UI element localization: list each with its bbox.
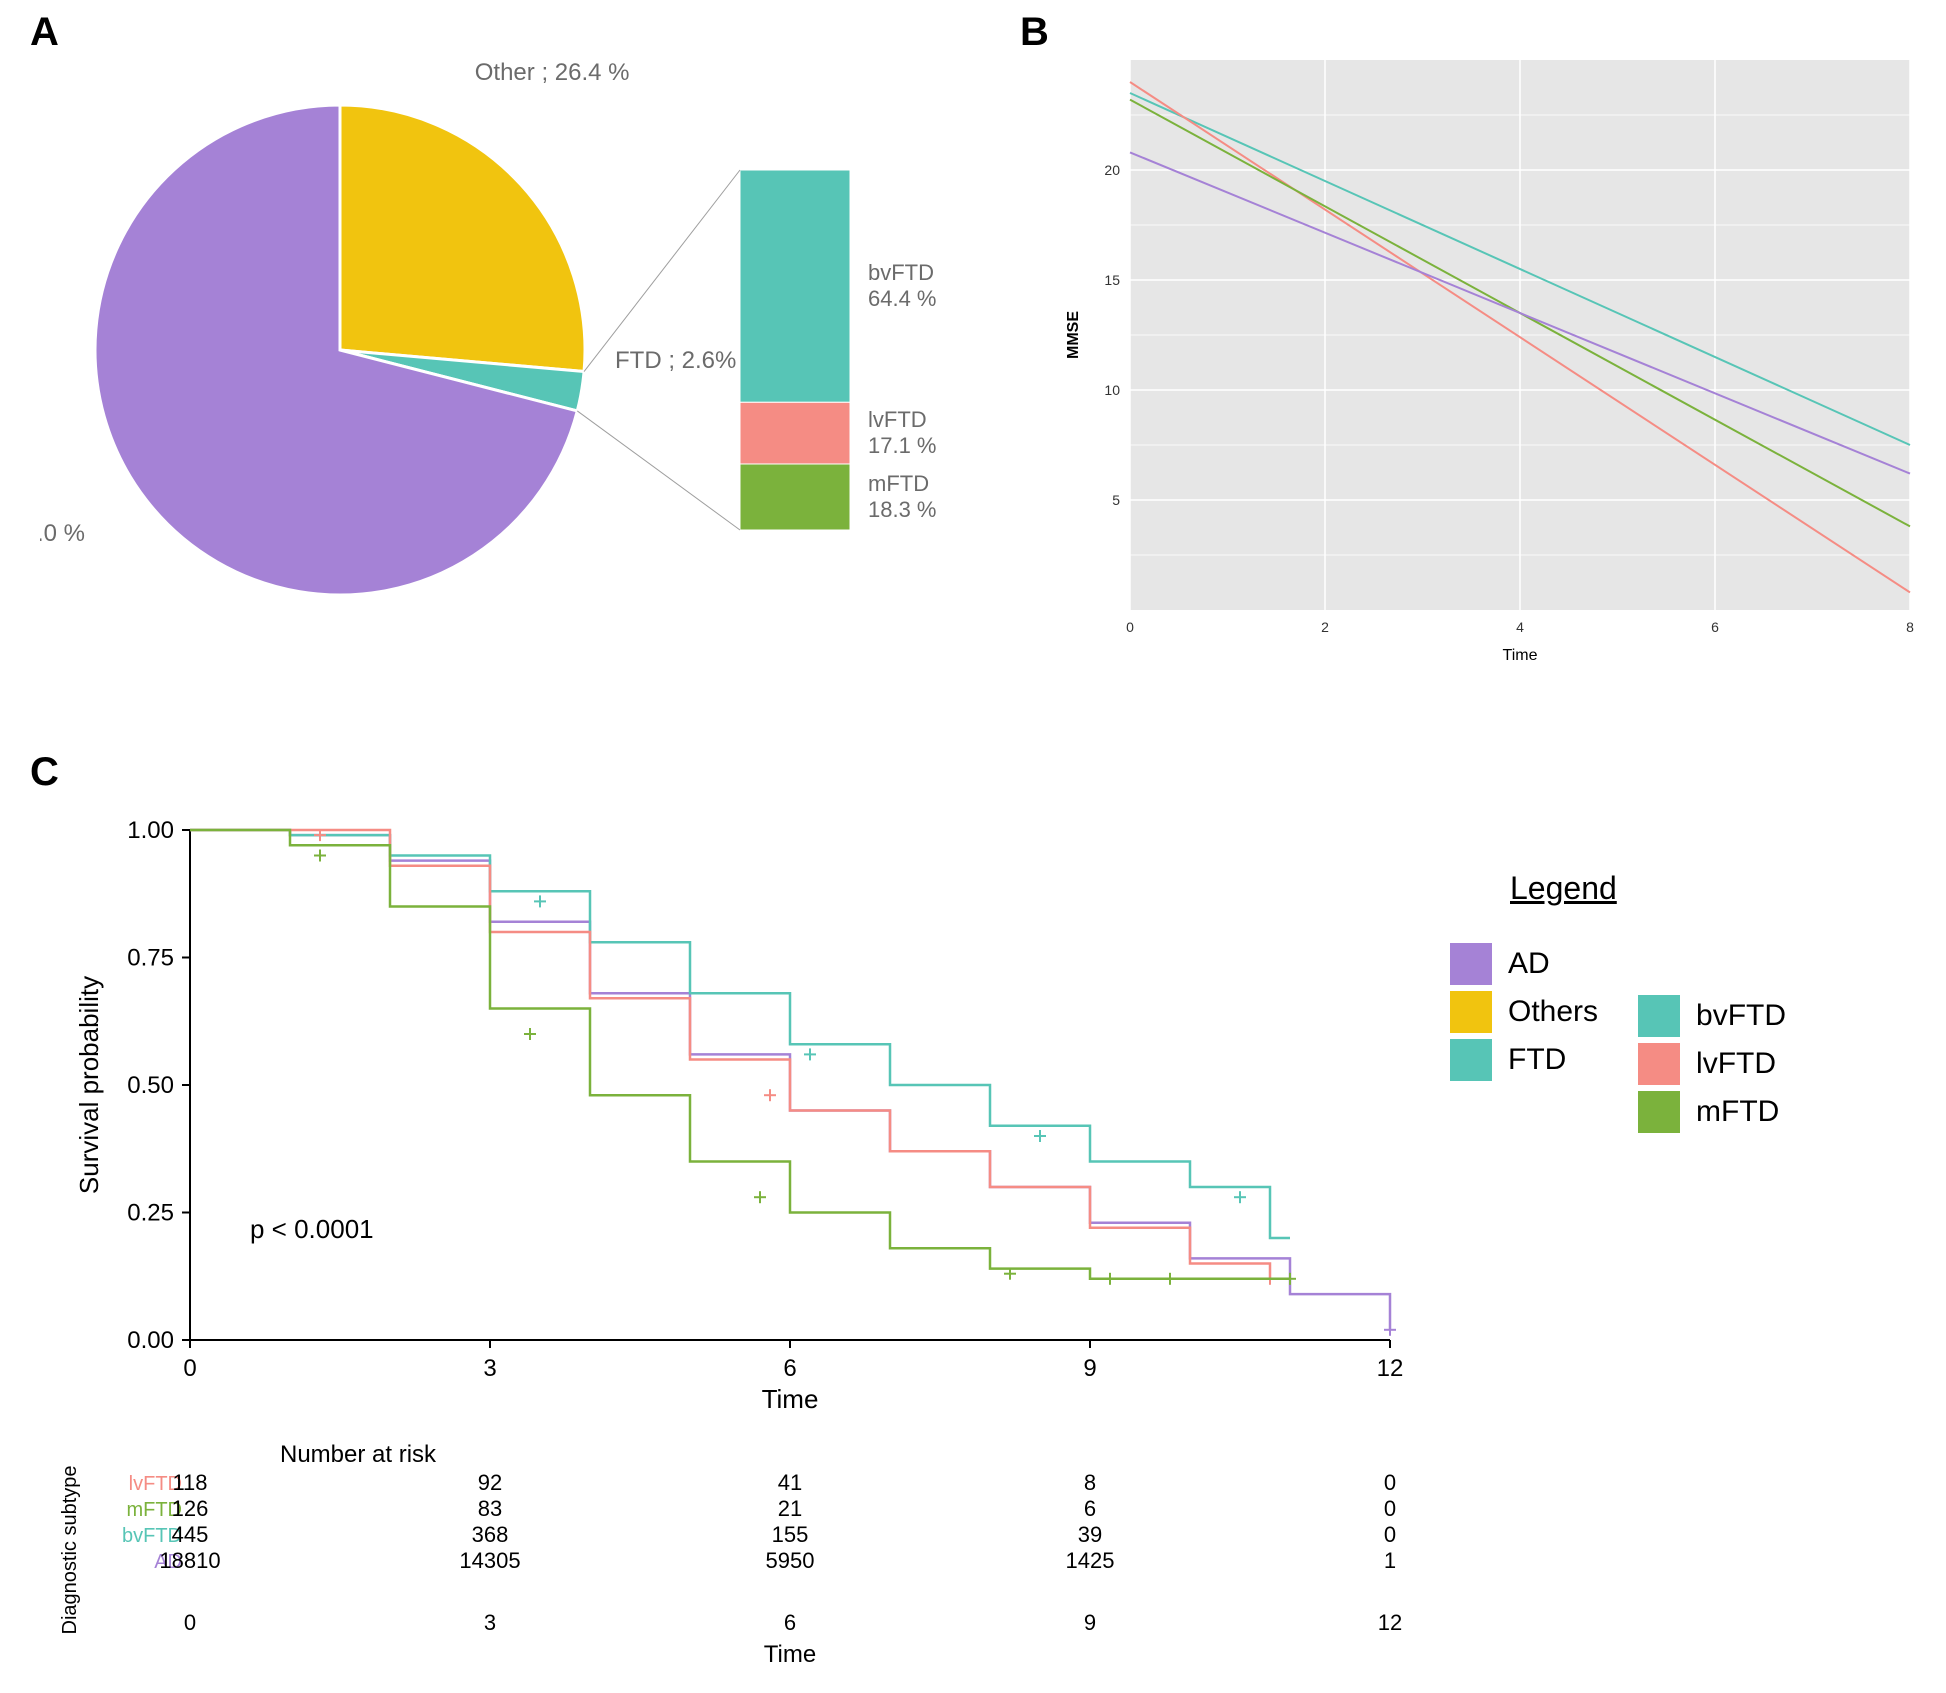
- panel-b-svg: 0 2 4 6 8 5 10 15 20 Time MMSE: [1060, 40, 1930, 680]
- figure-root: A B C Other ; 26.4 %FTD ; 2.6%AD ; 71.0 …: [0, 0, 1946, 1693]
- xtick: 9: [1083, 1355, 1096, 1382]
- ylabel: MMSE: [1065, 311, 1082, 359]
- legend-item: bvFTD: [1638, 995, 1786, 1037]
- pie-label-ad: AD ; 71.0 %: [40, 520, 85, 547]
- risk-cell: 39: [1078, 1522, 1102, 1547]
- risk-cell: 5950: [766, 1548, 815, 1573]
- legend-swatch: [1450, 943, 1492, 985]
- legend-item: mFTD: [1638, 1091, 1786, 1133]
- stacked-seg: [740, 402, 850, 464]
- risk-cell: 8: [1084, 1470, 1096, 1495]
- risk-cell: 21: [778, 1496, 802, 1521]
- stacked-label: lvFTD: [868, 407, 927, 432]
- stacked-seg: [740, 464, 850, 530]
- xtick: 12: [1377, 1355, 1404, 1382]
- legend-item: FTD: [1450, 1039, 1598, 1081]
- ytick: 0.25: [127, 1200, 174, 1227]
- risk-cell: 92: [478, 1470, 502, 1495]
- legend-swatch: [1638, 995, 1680, 1037]
- risk-cell: 155: [772, 1522, 809, 1547]
- risk-xtick: 3: [484, 1610, 496, 1635]
- risk-cell: 368: [472, 1522, 509, 1547]
- legend-swatch: [1450, 1039, 1492, 1081]
- pie-label-ftd: FTD ; 2.6%: [615, 347, 736, 374]
- ylabel: Survival probability: [74, 976, 104, 1194]
- risk-xtick: 6: [784, 1610, 796, 1635]
- risk-cell: 445: [172, 1522, 209, 1547]
- risk-cell: 126: [172, 1496, 209, 1521]
- legend-swatch: [1450, 991, 1492, 1033]
- risk-cell: 0: [1384, 1522, 1396, 1547]
- risk-xtick: 12: [1378, 1610, 1402, 1635]
- legend-label: Others: [1508, 995, 1598, 1029]
- risk-title: Number at risk: [280, 1441, 437, 1468]
- risk-cell: 18810: [159, 1548, 220, 1573]
- xtick: 2: [1321, 619, 1329, 635]
- risk-cell: 0: [1384, 1496, 1396, 1521]
- pie-slice: [340, 105, 585, 372]
- legend-label: lvFTD: [1696, 1047, 1776, 1081]
- risk-xtick: 9: [1084, 1610, 1096, 1635]
- panel-c-risk-table-svg: Number at riskDiagnostic subtypelvFTD118…: [60, 1430, 1420, 1680]
- panel-b-label: B: [1020, 10, 1049, 55]
- legend-label: AD: [1508, 947, 1550, 981]
- km-curve: [190, 830, 1290, 1238]
- legend-title: Legend: [1510, 870, 1930, 907]
- xlabel: Time: [1503, 647, 1538, 664]
- ytick: 15: [1104, 272, 1120, 288]
- ytick: 0.50: [127, 1072, 174, 1099]
- legend-label: FTD: [1508, 1043, 1566, 1077]
- ytick: 5: [1112, 492, 1120, 508]
- p-value: p < 0.0001: [250, 1214, 374, 1244]
- legend-swatch: [1638, 1091, 1680, 1133]
- xtick: 0: [1126, 619, 1134, 635]
- legend-label: bvFTD: [1696, 999, 1786, 1033]
- risk-cell: 0: [1384, 1470, 1396, 1495]
- pie-label-other: Other ; 26.4 %: [475, 59, 630, 86]
- risk-xtick: 0: [184, 1610, 196, 1635]
- risk-cell: 14305: [459, 1548, 520, 1573]
- panel-c-label: C: [30, 750, 59, 795]
- connector: [577, 411, 740, 530]
- panel-c-survival-svg: 0 3 6 9 12 0.00 0.25 0.50 0.75 1.00 Time Survival p…: [60, 800, 1420, 1420]
- legend-col-right: bvFTD lvFTD mFTD: [1638, 989, 1786, 1139]
- risk-cell: 6: [1084, 1496, 1096, 1521]
- risk-ylabel: Diagnostic subtype: [60, 1466, 81, 1635]
- ytick: 0.00: [127, 1327, 174, 1354]
- legend-label: mFTD: [1696, 1095, 1779, 1129]
- xtick: 3: [483, 1355, 496, 1382]
- risk-cell: 118: [172, 1470, 207, 1495]
- legend-swatch: [1638, 1043, 1680, 1085]
- stacked-label: mFTD: [868, 471, 929, 496]
- ytick: 1.00: [127, 817, 174, 844]
- legend-item: lvFTD: [1638, 1043, 1786, 1085]
- legend-col-left: AD Others FTD: [1450, 937, 1598, 1139]
- connector: [584, 170, 740, 372]
- xtick: 0: [183, 1355, 196, 1382]
- xtick: 6: [783, 1355, 796, 1382]
- risk-cell: 41: [778, 1470, 802, 1495]
- risk-cell: 1: [1384, 1548, 1396, 1573]
- xtick: 6: [1711, 619, 1719, 635]
- risk-cell: 1425: [1066, 1548, 1115, 1573]
- legend-item: Others: [1450, 991, 1598, 1033]
- stacked-pct: 18.3 %: [868, 497, 937, 522]
- risk-cell: 83: [478, 1496, 502, 1521]
- xtick: 4: [1516, 619, 1524, 635]
- xlabel: Time: [762, 1384, 819, 1414]
- panel-a-svg: Other ; 26.4 % FTD ; 2.6% AD ; 71.0 % bvFTD…: [40, 40, 1000, 660]
- risk-xlabel: Time: [764, 1641, 816, 1668]
- stacked-seg: [740, 170, 850, 402]
- stacked-label: bvFTD: [868, 260, 934, 285]
- legend-item: AD: [1450, 943, 1598, 985]
- ytick: 10: [1104, 382, 1120, 398]
- legend-block: Legend AD Others FTD bvFTD lvFTD mFTD: [1450, 870, 1930, 1139]
- xtick: 8: [1906, 619, 1914, 635]
- ytick: 20: [1104, 162, 1120, 178]
- stacked-pct: 64.4 %: [868, 286, 937, 311]
- ytick: 0.75: [127, 945, 174, 972]
- stacked-pct: 17.1 %: [868, 433, 937, 458]
